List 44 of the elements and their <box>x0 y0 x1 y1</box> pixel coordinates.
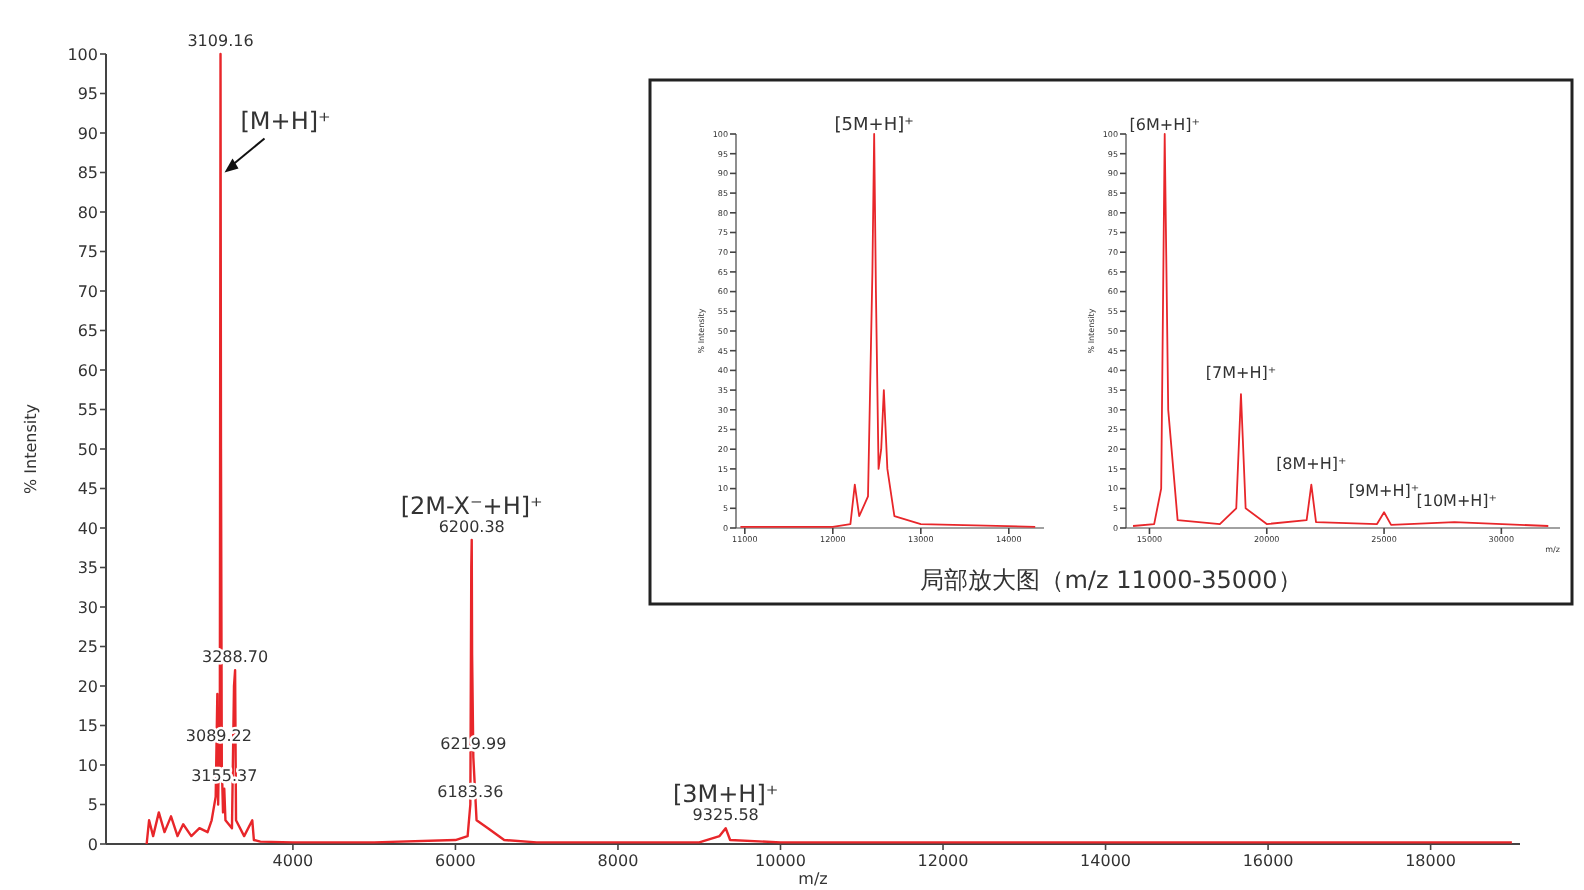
y-tick-label: 10 <box>77 756 98 775</box>
y-tick-label: 5 <box>87 796 98 815</box>
y-tick-label: 25 <box>77 638 98 657</box>
y-tick-label: 40 <box>77 519 98 538</box>
x-tick-label: 12000 <box>917 852 969 870</box>
annotation: [9M+H]⁺ <box>1348 482 1420 501</box>
y-axis-title: % Intensity <box>22 403 40 494</box>
annotation: [6M+H]⁺ <box>1129 116 1200 134</box>
annotation: [M+H]⁺ <box>240 106 331 135</box>
x-tick-label: 14000 <box>1080 852 1131 870</box>
y-tick-label: 65 <box>77 322 98 341</box>
annotation: [8M+H]⁺ <box>1276 454 1347 473</box>
y-tick-label: 35 <box>77 559 98 578</box>
x-tick-label: 18000 <box>1405 852 1457 870</box>
y-tick-label: 55 <box>77 401 98 420</box>
y-tick-label: 75 <box>77 243 98 262</box>
annotation: [5M+H]⁺ <box>834 116 915 136</box>
y-tick-label: 60 <box>77 361 98 380</box>
x-tick-label: 4000 <box>272 852 314 870</box>
annotation: [10M+H]⁺ <box>1416 492 1498 511</box>
y-tick-label: 0 <box>87 835 98 854</box>
y-tick-label: 20 <box>77 677 98 696</box>
annotation: 局部放大图（m/z 11000-35000） <box>920 566 1302 594</box>
y-tick-label: 80 <box>77 203 98 222</box>
annotation: 6200.38 <box>438 517 505 536</box>
x-axis-title: m/z <box>798 870 828 888</box>
x-tick-label: 6000 <box>435 852 476 870</box>
x-tick-label: 10000 <box>755 852 806 870</box>
y-tick-label: 95 <box>77 85 98 104</box>
y-tick-label: 70 <box>77 282 98 301</box>
y-tick-label: 45 <box>77 480 98 499</box>
annotation: [2M-X⁻+H]⁺ <box>400 491 543 520</box>
y-tick-label: 30 <box>77 598 98 617</box>
annotation: [7M+H]⁺ <box>1205 364 1277 383</box>
annotation: 3109.16 <box>187 32 254 50</box>
x-tick-label: 16000 <box>1242 852 1294 870</box>
y-tick-label: 85 <box>77 164 98 183</box>
y-tick-label: 15 <box>77 717 98 736</box>
y-tick-label: 50 <box>77 440 98 459</box>
annotation: [3M+H]⁺ <box>672 780 779 809</box>
y-tick-label: 100 <box>67 45 98 64</box>
annotation: 9325.58 <box>692 806 759 825</box>
y-tick-label: 90 <box>77 124 98 143</box>
x-tick-label: 8000 <box>597 852 639 870</box>
